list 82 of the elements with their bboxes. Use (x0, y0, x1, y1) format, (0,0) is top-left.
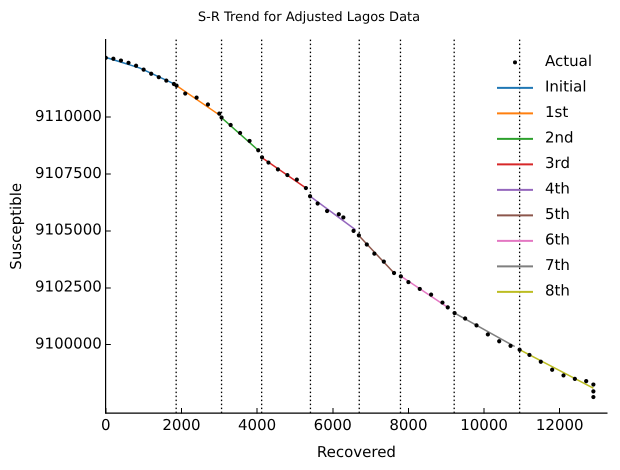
point (118, 58, 124, 63)
point (572, 376, 577, 381)
legend-label: 2nd (545, 128, 574, 147)
point (247, 138, 252, 144)
point (418, 286, 422, 292)
y-axis-title: Susceptible (6, 182, 25, 270)
point (142, 68, 146, 72)
legend-label: 5th (545, 205, 570, 224)
point (164, 78, 168, 83)
point (518, 348, 522, 352)
point (591, 382, 596, 387)
point (266, 160, 271, 165)
point (294, 178, 299, 182)
point (561, 373, 566, 378)
x-tick-label: 10000 (460, 416, 508, 434)
point (463, 316, 468, 321)
point (446, 305, 450, 310)
point (584, 379, 588, 384)
legend-label: Actual (545, 52, 592, 70)
point (398, 274, 403, 278)
x-tick-label: 8000 (389, 416, 428, 434)
chart-title: S-R Trend for Adjusted Lagos Data (198, 10, 420, 26)
point (341, 215, 346, 220)
point (156, 75, 161, 80)
point (256, 148, 260, 152)
point (206, 102, 210, 107)
point (452, 310, 457, 316)
point (591, 394, 596, 400)
point (228, 122, 233, 128)
x-tick-label: 6000 (314, 416, 352, 434)
point (356, 233, 361, 238)
point (406, 280, 411, 284)
y-tick-label: 9100000 (34, 334, 102, 353)
legend-label: 8th (545, 282, 570, 300)
point (308, 194, 312, 198)
point (474, 323, 479, 328)
point (217, 111, 222, 116)
point (149, 72, 154, 76)
point (392, 270, 396, 276)
point (126, 60, 131, 65)
point (508, 344, 513, 348)
point (336, 212, 341, 216)
point (183, 91, 188, 96)
y-tick-label: 9110000 (34, 106, 102, 125)
point (351, 228, 356, 233)
point (429, 292, 434, 297)
legend-label: 4th (545, 180, 570, 198)
y-tick-label: 9102500 (34, 278, 102, 296)
x-tick-label: 12000 (536, 416, 584, 434)
x-tick-label: 4000 (238, 416, 276, 434)
point (194, 96, 199, 100)
point (591, 389, 596, 394)
legend-label: 3rd (545, 154, 570, 172)
point (316, 201, 320, 206)
point (219, 115, 224, 120)
point (324, 208, 330, 214)
point (440, 300, 445, 305)
point (276, 167, 280, 172)
point (364, 242, 369, 247)
legend-label: 6th (545, 230, 570, 249)
point (527, 352, 532, 358)
point (372, 252, 376, 256)
point (382, 259, 386, 264)
x-tick-label: 2000 (162, 416, 201, 434)
x-axis-title: Recovered (316, 442, 396, 461)
point (304, 186, 308, 190)
point (538, 360, 543, 364)
x-tick-label: 0 (101, 416, 111, 434)
point (486, 332, 490, 337)
y-tick-label: 9105000 (34, 220, 102, 239)
point (550, 368, 554, 372)
point (260, 155, 264, 160)
point (285, 172, 290, 178)
legend-label: 7th (545, 256, 570, 274)
y-tick-label: 9107500 (34, 164, 102, 182)
legend-label: Initial (545, 78, 587, 96)
legend-label: 1st (545, 103, 568, 122)
point (134, 64, 138, 68)
point (111, 56, 116, 61)
point (497, 339, 502, 344)
point (238, 130, 242, 136)
point (174, 83, 179, 88)
